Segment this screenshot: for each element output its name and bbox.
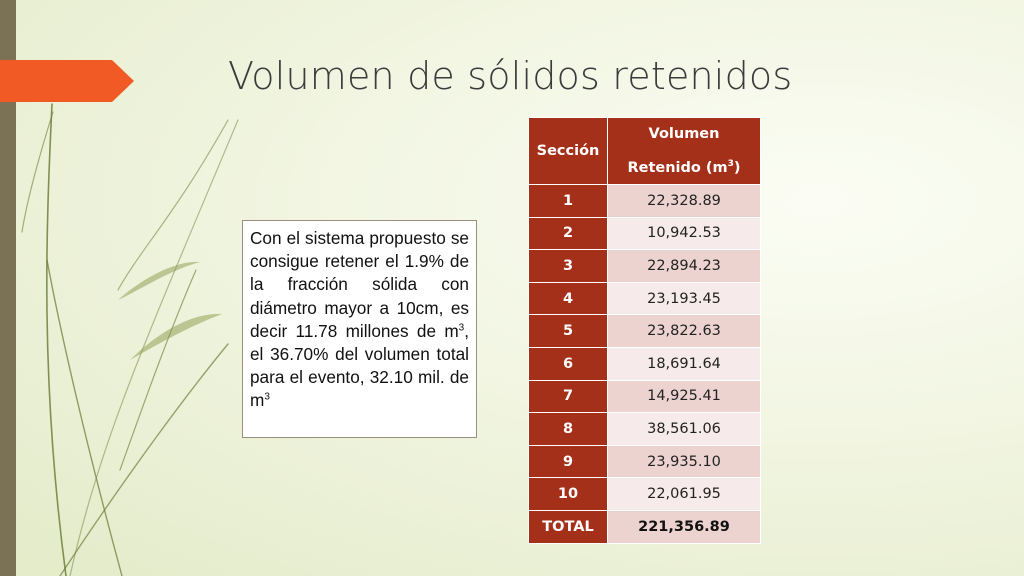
header-section: Sección [528, 117, 608, 185]
slide-title: Volumen de sólidos retenidos [228, 54, 793, 98]
volume-cell: 23,822.63 [607, 314, 761, 348]
section-cell: 5 [528, 314, 608, 348]
volume-cell: 23,193.45 [607, 281, 761, 316]
summary-textbox: Con el sistema propuesto se consigue ret… [242, 220, 477, 438]
table-row: 10 22,061.95 [528, 477, 761, 511]
summary-superscript-1: 3 [458, 322, 465, 334]
volume-cell: 38,561.06 [607, 412, 761, 446]
volume-cell: 22,061.95 [607, 477, 761, 511]
section-cell: 7 [528, 379, 608, 414]
section-cell: 10 [528, 477, 608, 511]
volume-cell: 23,935.10 [607, 444, 761, 479]
total-label-cell: TOTAL [528, 509, 608, 544]
summary-superscript-2: 3 [264, 391, 270, 403]
table-row: 7 14,925.41 [528, 379, 761, 414]
section-cell: 1 [528, 184, 608, 218]
title-arrow-tab [0, 60, 134, 102]
table-row: 4 23,193.45 [528, 281, 761, 316]
header-volume-line1: Volumen [648, 126, 720, 143]
volume-cell: 22,328.89 [607, 184, 761, 218]
table-row: 2 10,942.53 [528, 216, 761, 251]
section-cell: 4 [528, 281, 608, 316]
section-cell: 3 [528, 249, 608, 283]
table-total-row: TOTAL 221,356.89 [528, 509, 761, 544]
section-cell: 9 [528, 444, 608, 479]
header-volume-line2: Retenido (m [627, 159, 728, 176]
table-row: 9 23,935.10 [528, 444, 761, 479]
section-cell: 2 [528, 216, 608, 251]
table-header-row: Sección Volumen Retenido (m3) [528, 117, 761, 185]
volume-cell: 18,691.64 [607, 346, 761, 381]
volume-cell: 10,942.53 [607, 216, 761, 251]
table-row: 8 38,561.06 [528, 412, 761, 446]
header-volume: Volumen Retenido (m3) [607, 117, 761, 185]
summary-text-part1: Con el sistema propuesto se consigue ret… [250, 228, 469, 341]
table-row: 6 18,691.64 [528, 346, 761, 381]
table-row: 5 23,822.63 [528, 314, 761, 348]
header-volume-superscript: 3 [727, 159, 734, 170]
volume-cell: 22,894.23 [607, 249, 761, 283]
retained-volume-table: Sección Volumen Retenido (m3) 1 22,328.89… [528, 117, 761, 544]
table-row: 3 22,894.23 [528, 249, 761, 283]
summary-text-part2: , el 36.70% del volumen total para el ev… [250, 320, 469, 411]
table-row: 1 22,328.89 [528, 184, 761, 218]
section-cell: 6 [528, 346, 608, 381]
left-accent-bar [0, 0, 16, 576]
volume-cell: 14,925.41 [607, 379, 761, 414]
header-volume-close: ) [733, 159, 741, 176]
total-value-cell: 221,356.89 [607, 509, 761, 544]
section-cell: 8 [528, 412, 608, 446]
